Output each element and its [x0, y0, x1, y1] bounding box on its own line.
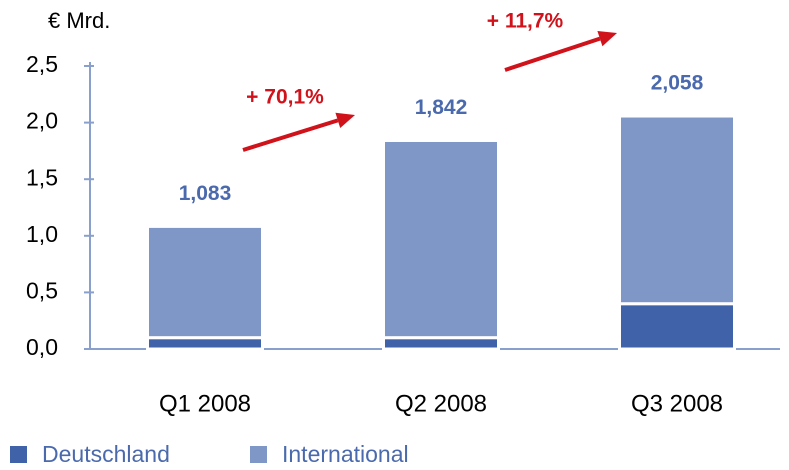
bar-segment [382, 138, 500, 340]
bar-segment [146, 336, 264, 351]
legend-swatch [10, 446, 27, 463]
arrow-shaft [242, 118, 339, 152]
legend-label: Deutschland [42, 441, 170, 467]
y-tick-label: 2,0 [26, 108, 58, 134]
total-label: 1,083 [179, 182, 232, 205]
legend-swatch [250, 446, 267, 463]
y-tick-label: 0,0 [26, 334, 58, 360]
bar-segment [618, 114, 736, 306]
arrow-head [335, 112, 355, 129]
arrow-shaft [504, 36, 601, 72]
annotation: + 11,7% [487, 10, 564, 33]
total-label: 1,842 [415, 96, 468, 119]
arrow-head [597, 31, 617, 47]
annotation: + 70,1% [246, 86, 324, 109]
x-tick-label: Q3 2008 [631, 390, 723, 417]
x-tick-label: Q2 2008 [395, 390, 487, 417]
unit-label: € Mrd. [48, 8, 110, 33]
y-tick-label: 1,5 [26, 164, 58, 190]
bar-segment [382, 336, 500, 351]
y-tick-label: 1,0 [26, 221, 58, 247]
total-label: 2,058 [651, 72, 704, 95]
legend-label: International [282, 441, 409, 467]
y-tick-label: 2,5 [26, 51, 58, 77]
bar-segment [618, 302, 736, 351]
x-tick-label: Q1 2008 [159, 390, 251, 417]
bar-segment [146, 224, 264, 340]
y-tick-label: 0,5 [26, 277, 58, 303]
